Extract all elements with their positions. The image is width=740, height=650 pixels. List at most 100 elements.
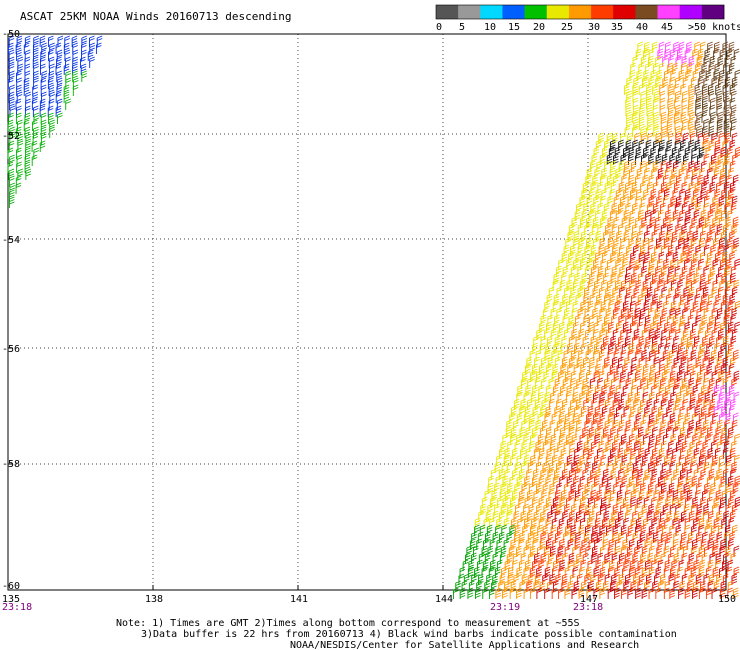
wind-barb (648, 412, 655, 424)
wind-barb (699, 363, 706, 375)
wind-barb (621, 454, 628, 466)
wind-barb (687, 314, 694, 326)
wind-barb (649, 216, 656, 228)
wind-barb (632, 510, 638, 522)
wind-barb (570, 377, 576, 389)
wind-barb (648, 195, 655, 207)
wind-barb (556, 461, 562, 473)
wind-barb (710, 524, 717, 536)
wind-barb (638, 83, 645, 95)
wind-barb (695, 314, 702, 326)
wind-barb (661, 461, 668, 473)
wind-barb (677, 496, 684, 508)
wind-barb (731, 461, 737, 473)
wind-barb (642, 237, 649, 249)
wind-barb (706, 188, 712, 200)
wind-barb (640, 307, 646, 319)
wind-barb (639, 111, 645, 123)
wind-barb (562, 314, 569, 326)
wind-barb (648, 566, 655, 578)
wind-barb (518, 496, 524, 508)
wind-barb (667, 419, 674, 431)
wind-barb (516, 475, 523, 487)
wind-barb (625, 419, 632, 431)
wind-barb (643, 188, 649, 200)
wind-barb (691, 545, 697, 557)
wind-barb (683, 503, 690, 515)
wind-barb (550, 433, 557, 445)
wind-barb (692, 342, 698, 354)
wind-barb (9, 154, 15, 166)
wind-barb (638, 489, 645, 501)
wind-barb (514, 482, 520, 494)
wind-barb (48, 112, 54, 124)
wind-barb (733, 349, 739, 361)
wind-barb (495, 587, 502, 599)
wind-barb (675, 503, 681, 515)
wind-barb (715, 426, 722, 438)
wind-barb (666, 356, 673, 368)
wind-barb (7, 147, 14, 159)
wind-barb (674, 265, 681, 277)
wind-barb (730, 552, 737, 564)
wind-barb (533, 510, 540, 522)
wind-barb (711, 153, 717, 165)
wind-barb (686, 230, 693, 242)
wind-barb (619, 286, 625, 298)
wind-barb (630, 447, 637, 459)
wind-barb (24, 35, 31, 47)
wind-barb (695, 489, 701, 501)
wind-barb (87, 49, 94, 61)
wind-barb (57, 35, 64, 47)
wind-barb (680, 111, 687, 123)
wind-barb (667, 111, 674, 123)
wind-barb (510, 454, 516, 466)
wind-barb (658, 272, 665, 284)
wind-barb (648, 55, 654, 67)
wind-barb (518, 538, 525, 550)
wind-barb (16, 70, 22, 82)
wind-barb (673, 552, 680, 564)
wind-barb (561, 251, 568, 263)
legend-label-15: 15 (508, 22, 520, 33)
wind-barb (730, 314, 737, 326)
wind-barb (582, 377, 589, 389)
wind-barb (721, 517, 727, 529)
wind-barb (707, 538, 714, 550)
wind-barb (621, 433, 627, 445)
wind-barb (523, 503, 529, 515)
wind-barb (670, 321, 677, 333)
wind-barb (24, 161, 31, 173)
wind-barb (568, 223, 575, 235)
wind-barb (701, 314, 708, 326)
wind-barb (731, 524, 738, 536)
wind-barb (525, 363, 531, 375)
wind-barb (561, 580, 567, 592)
wind-barb (569, 573, 576, 585)
wind-barb (670, 69, 677, 81)
wind-barb (576, 356, 583, 368)
wind-barb (730, 265, 737, 277)
wind-barb (661, 132, 667, 144)
wind-barb (671, 237, 677, 249)
note-line-1: Note: 1) Times are GMT 2)Times along bot… (116, 618, 580, 629)
wind-barb (717, 524, 724, 536)
wind-barb (711, 370, 718, 382)
wind-barb (681, 440, 688, 452)
wind-barb (542, 524, 549, 536)
legend-swatch (591, 5, 614, 19)
wind-barb (613, 216, 620, 228)
wind-barb (560, 363, 566, 375)
wind-barb (661, 370, 668, 382)
wind-barb (691, 195, 698, 207)
wind-barb (553, 272, 560, 284)
wind-barb (550, 391, 556, 403)
wind-barb (718, 370, 725, 382)
wind-barb (666, 118, 673, 130)
wind-barb (608, 538, 615, 550)
wind-barb (64, 49, 71, 61)
wind-barb (41, 91, 47, 103)
wind-barb (502, 587, 508, 599)
wind-barb (603, 531, 609, 543)
wind-barb (48, 49, 54, 61)
